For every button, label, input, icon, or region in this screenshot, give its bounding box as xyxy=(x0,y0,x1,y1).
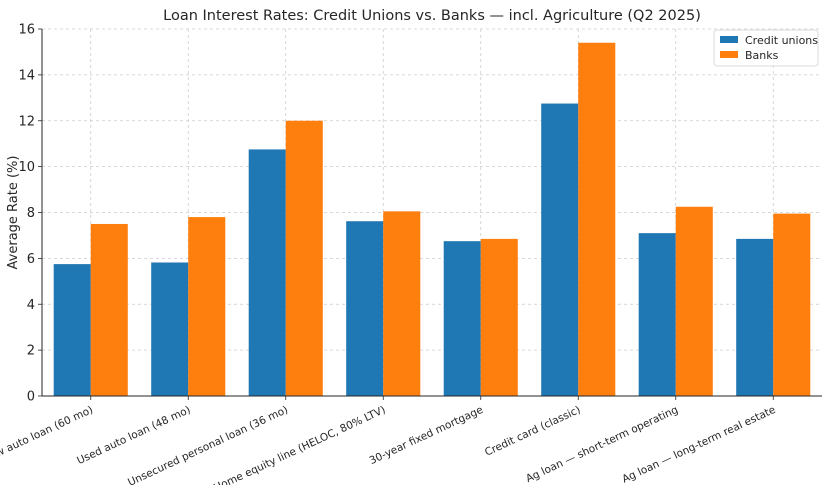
bar-banks xyxy=(188,217,226,396)
legend-swatch xyxy=(720,51,738,58)
y-tick-label: 10 xyxy=(18,160,35,175)
legend-swatch xyxy=(720,36,738,43)
bars xyxy=(53,42,811,396)
bar-banks xyxy=(675,206,713,396)
bar-credit-unions xyxy=(443,241,481,396)
y-tick-label: 14 xyxy=(18,68,35,83)
bar-banks xyxy=(383,211,421,396)
y-tick-label: 8 xyxy=(27,206,35,221)
bar-banks xyxy=(773,213,811,396)
legend-label: Credit unions xyxy=(745,34,818,47)
axes xyxy=(38,28,822,400)
bar-credit-unions xyxy=(638,233,676,396)
legend: Credit unions Banks xyxy=(713,29,819,67)
bar-banks xyxy=(480,238,518,396)
y-tick-label: 16 xyxy=(18,23,35,38)
bar-credit-unions xyxy=(541,103,579,396)
y-tick-label: 12 xyxy=(18,114,35,129)
y-tick-label: 0 xyxy=(27,390,35,405)
bar-banks xyxy=(285,120,323,396)
y-axis-label: Average Rate (%) xyxy=(6,156,21,270)
bar-credit-unions xyxy=(248,149,286,396)
bar-credit-unions xyxy=(736,238,774,396)
legend-label: Banks xyxy=(745,49,779,62)
bar-credit-unions xyxy=(346,221,384,396)
legend-box xyxy=(713,29,819,67)
y-tick-label: 2 xyxy=(27,344,35,359)
y-tick-label: 4 xyxy=(27,298,35,313)
chart-title: Loan Interest Rates: Credit Unions vs. B… xyxy=(163,8,701,24)
bar-banks xyxy=(90,223,128,396)
bar-banks xyxy=(578,42,616,396)
y-tick-label: 6 xyxy=(27,252,35,267)
bar-credit-unions xyxy=(151,262,189,396)
bar-credit-unions xyxy=(53,264,91,396)
